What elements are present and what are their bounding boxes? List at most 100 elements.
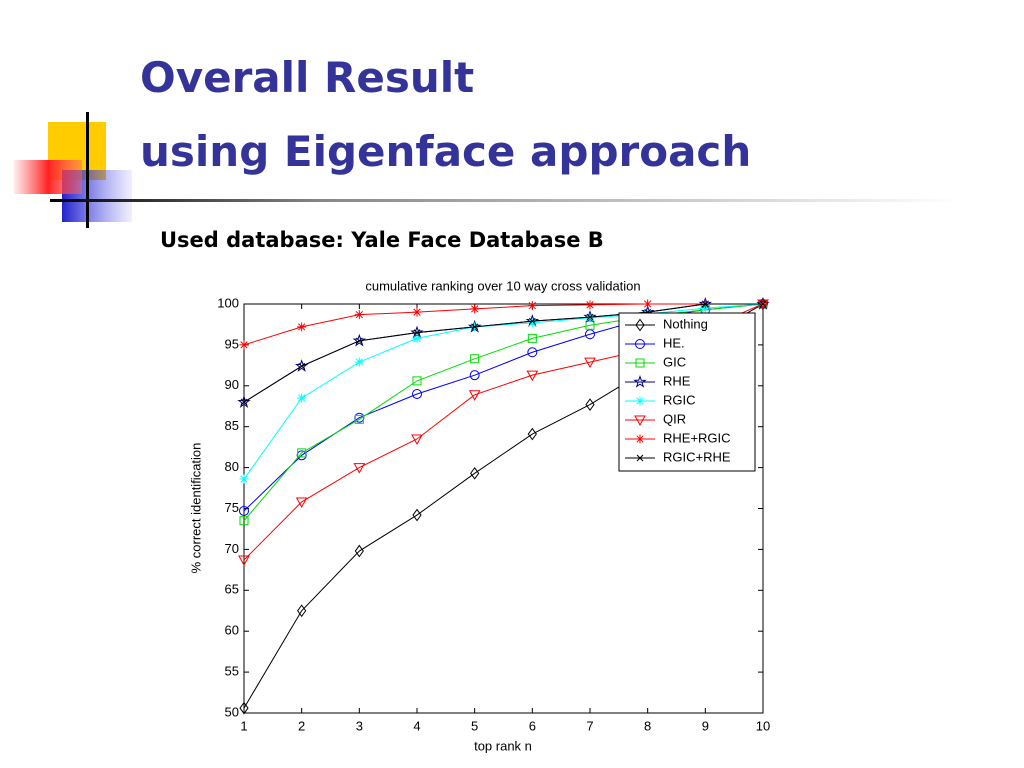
marker — [528, 317, 536, 325]
marker — [354, 414, 364, 424]
marker — [585, 398, 595, 411]
x-tick-label: 4 — [413, 718, 420, 733]
marker — [295, 497, 308, 508]
y-tick-label: 100 — [217, 295, 239, 310]
x-tick-label: 6 — [529, 718, 536, 733]
marker — [635, 434, 645, 444]
marker — [759, 300, 767, 308]
slide-title: Overall Result — [140, 53, 474, 102]
marker — [585, 300, 595, 310]
marker — [636, 454, 644, 462]
x-tick-label: 1 — [240, 718, 247, 733]
marker — [412, 333, 422, 343]
marker — [354, 544, 364, 558]
x-tick-label: 8 — [644, 718, 651, 733]
marker — [354, 310, 364, 320]
marker — [470, 354, 480, 364]
marker — [635, 396, 645, 406]
x-tick-label: 2 — [298, 718, 305, 733]
marker — [355, 337, 363, 345]
series-line — [243, 303, 763, 346]
marker — [527, 318, 537, 328]
y-tick-label: 90 — [225, 377, 239, 392]
marker — [527, 347, 538, 358]
legend-label: QIR — [663, 411, 686, 426]
y-tick-label: 80 — [225, 459, 239, 474]
x-axis-label: top rank n — [474, 738, 532, 753]
marker — [352, 333, 367, 347]
marker — [526, 370, 539, 382]
x-tick-label: 9 — [702, 718, 709, 733]
red-square — [14, 160, 82, 194]
legend-label: GIC — [663, 354, 686, 369]
y-tick-label: 55 — [225, 664, 239, 679]
legend-label: RHE — [663, 373, 691, 388]
marker — [527, 333, 537, 343]
y-tick-label: 75 — [225, 500, 239, 515]
marker — [586, 313, 594, 321]
legend-label: RGIC+RHE — [663, 449, 731, 464]
y-tick-label: 60 — [225, 623, 239, 638]
x-tick-label: 3 — [356, 718, 363, 733]
marker — [584, 357, 596, 369]
marker — [701, 300, 709, 308]
y-axis-label: % correct identification — [188, 443, 203, 574]
marker — [239, 340, 249, 350]
horizontal-rule — [50, 199, 960, 202]
marker — [471, 323, 479, 331]
marker — [412, 388, 422, 399]
series-line — [243, 303, 763, 403]
marker — [585, 313, 595, 323]
legend: Nothing HE. GIC RHE RGIC QIR RHE+RGIC RGIC+RHE — [618, 312, 756, 472]
marker — [412, 508, 422, 522]
y-tick-label: 65 — [225, 582, 239, 597]
legend-label: RHE+RGIC — [663, 430, 731, 445]
slide-subtitle: Used database: Yale Face Database B — [160, 228, 604, 252]
y-tick-label: 95 — [225, 336, 239, 351]
marker — [635, 318, 645, 332]
marker — [297, 322, 307, 332]
marker — [297, 448, 307, 458]
marker — [239, 516, 249, 526]
y-tick-label: 50 — [225, 704, 239, 719]
marker — [240, 398, 248, 406]
chart-title: cumulative ranking over 10 way cross val… — [365, 278, 640, 293]
x-tick-label: 5 — [471, 718, 478, 733]
marker — [413, 329, 421, 336]
marker — [470, 304, 480, 314]
marker — [237, 395, 251, 408]
marker — [239, 474, 249, 484]
legend-label: HE. — [663, 335, 685, 350]
marker — [297, 604, 307, 618]
series-line — [243, 303, 764, 480]
slide-title: using Eigenface approach — [140, 127, 751, 176]
marker — [469, 370, 480, 381]
marker — [298, 362, 306, 370]
marker — [354, 357, 364, 367]
marker — [527, 301, 537, 311]
marker — [239, 701, 249, 715]
legend-label: RGIC — [663, 392, 696, 407]
marker — [353, 463, 366, 474]
vertical-rule — [86, 112, 89, 228]
marker — [634, 415, 646, 427]
y-tick-label: 85 — [225, 418, 239, 433]
y-tick-label: 70 — [225, 541, 239, 556]
marker — [239, 505, 249, 516]
marker — [238, 555, 250, 567]
decoration — [14, 112, 960, 228]
marker — [412, 307, 422, 317]
marker — [412, 376, 422, 386]
marker — [527, 427, 537, 441]
marker — [643, 299, 653, 309]
legend-label: Nothing — [663, 316, 708, 331]
marker — [411, 434, 423, 445]
marker — [297, 393, 307, 403]
marker — [633, 374, 647, 388]
marker — [468, 390, 481, 401]
marker — [635, 339, 645, 349]
marker — [585, 320, 595, 330]
x-tick-label: 7 — [586, 718, 593, 733]
marker — [470, 466, 480, 480]
